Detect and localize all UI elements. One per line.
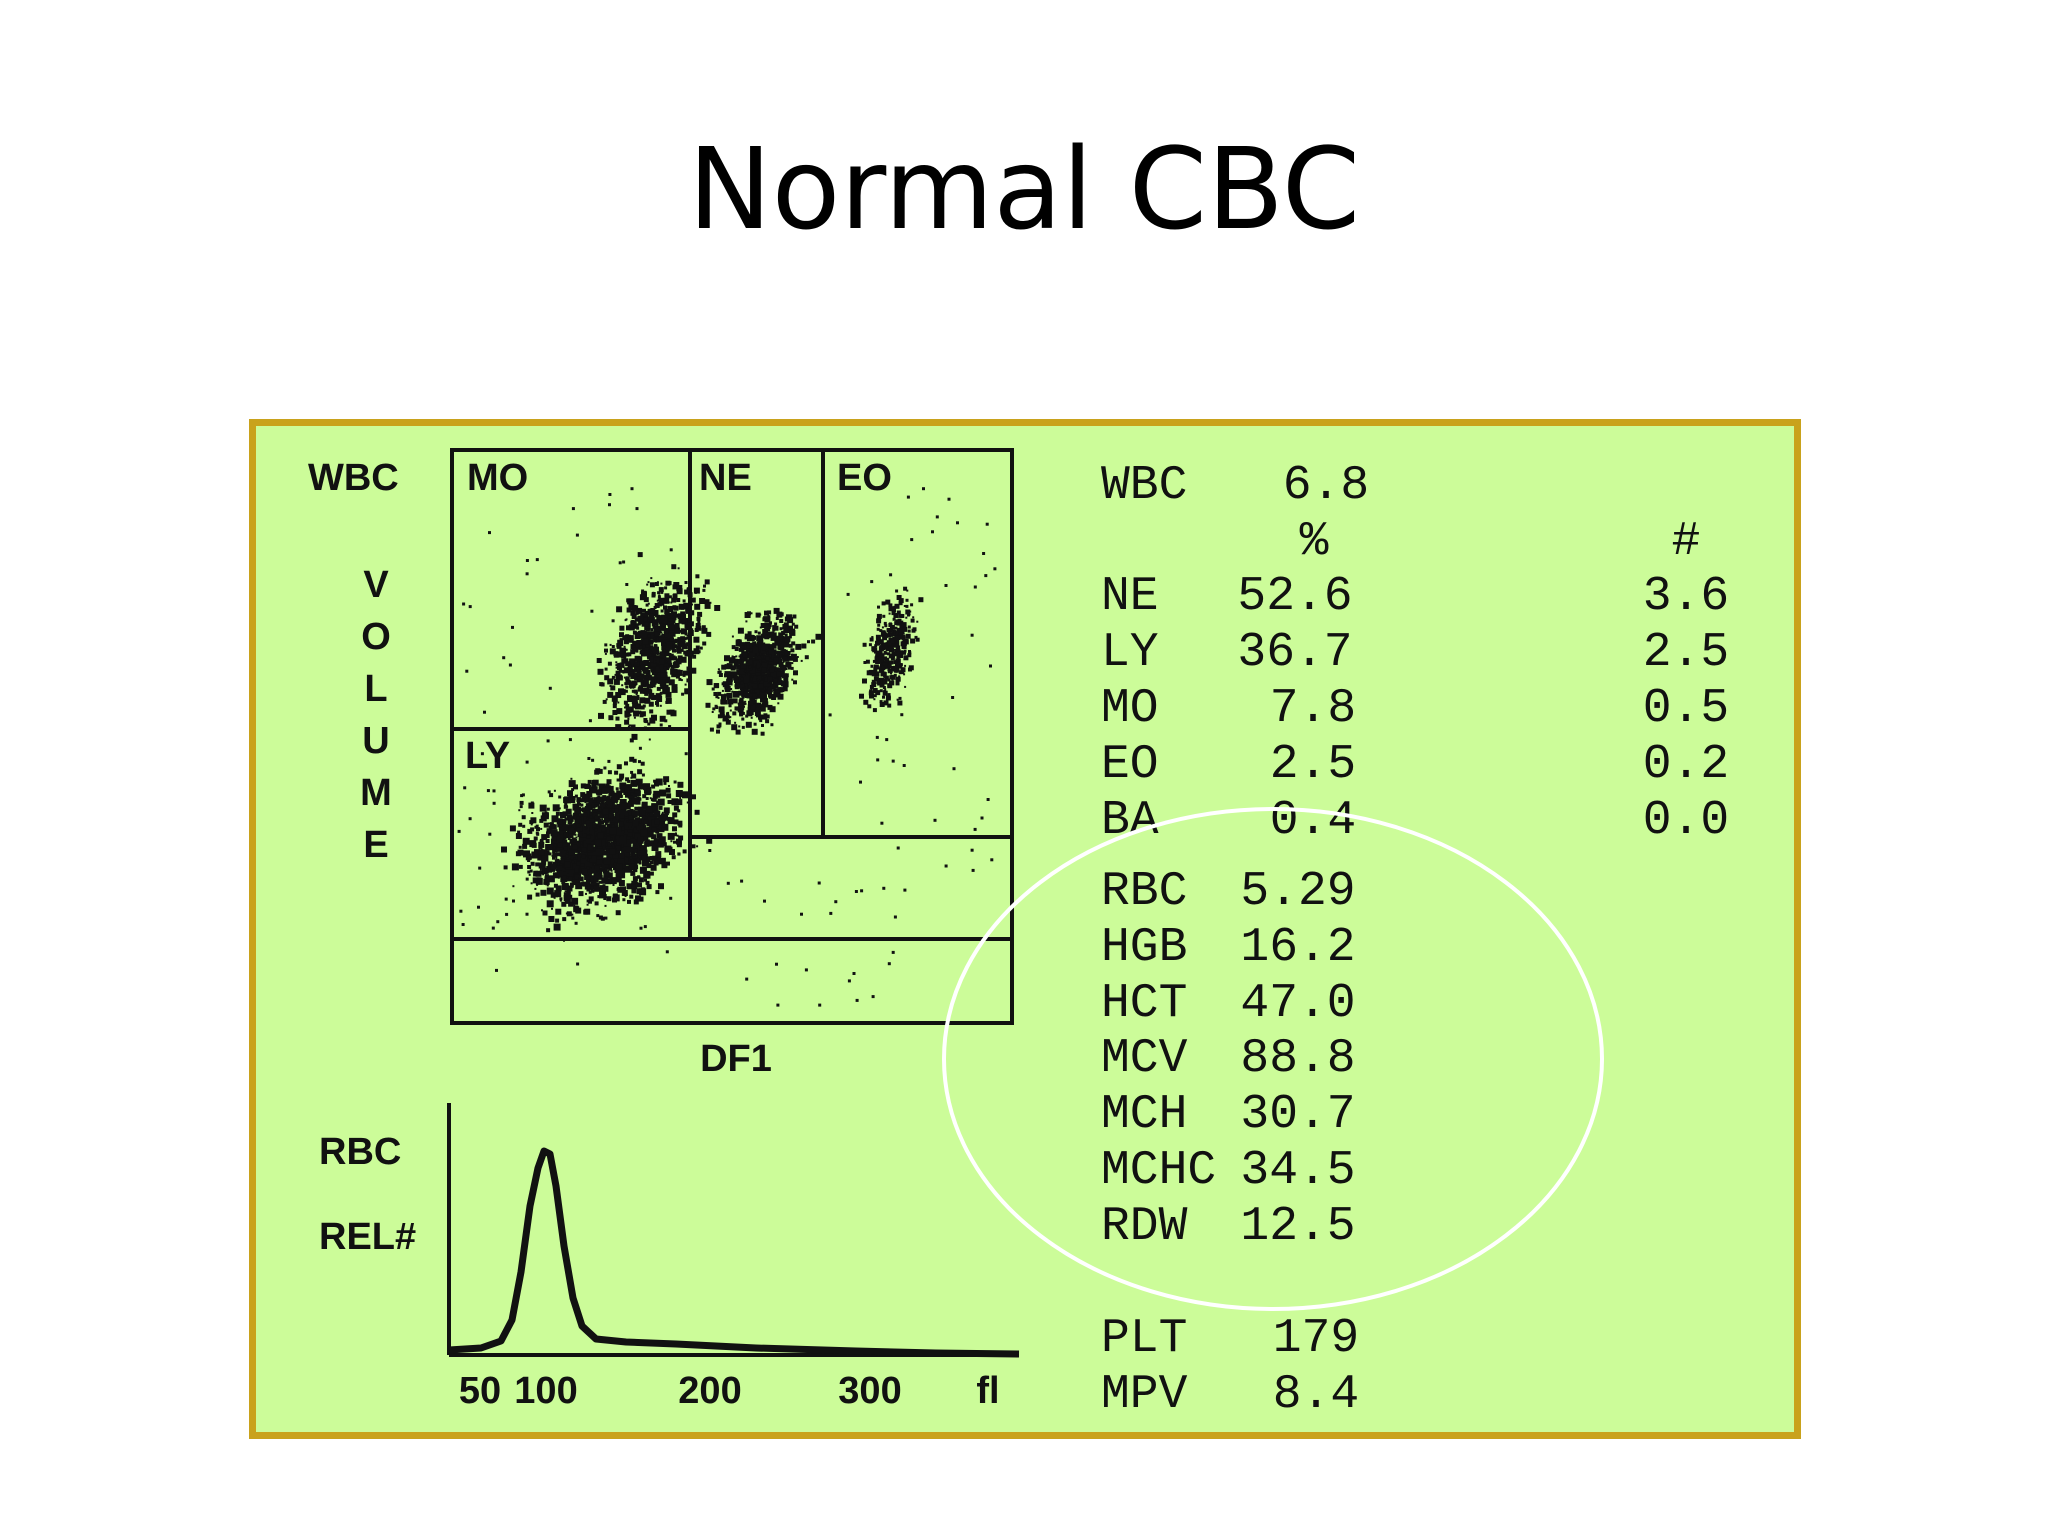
rbc-index-label: HGB bbox=[1101, 921, 1187, 975]
scatter-y-letter: M bbox=[360, 772, 392, 814]
scatter-region-eo: EO bbox=[837, 457, 892, 499]
scatter-y-letter: E bbox=[363, 824, 388, 866]
rbc-histogram-curve bbox=[448, 1147, 1020, 1358]
scatter-region-mo: MO bbox=[467, 457, 528, 499]
platelet-value: 8.4 bbox=[1273, 1368, 1359, 1422]
rbc-index-label: RDW bbox=[1101, 1200, 1188, 1254]
platelet-label: PLT bbox=[1101, 1312, 1187, 1366]
rbc-index-label: MCV bbox=[1101, 1032, 1188, 1086]
rbc-index-label: RBC bbox=[1101, 865, 1187, 919]
histogram-axes bbox=[447, 1103, 1019, 1357]
platelet-label: MPV bbox=[1101, 1368, 1188, 1422]
scatter-x-label: DF1 bbox=[700, 1038, 772, 1080]
histogram-tick-label: 300 bbox=[838, 1370, 901, 1412]
diff-label: NE bbox=[1101, 570, 1159, 624]
rbc-index-value: 5.29 bbox=[1240, 865, 1355, 919]
rbc-indices-highlight-ring bbox=[942, 807, 1604, 1311]
slide-title: Normal CBC bbox=[687, 125, 1361, 255]
histogram-tick-label: fl bbox=[976, 1370, 999, 1412]
scatter-y-letter: V bbox=[363, 564, 389, 606]
scatter-y-letter: L bbox=[364, 668, 387, 710]
rbc-index-value: 47.0 bbox=[1240, 977, 1355, 1031]
diff-pct: 2.5 bbox=[1270, 738, 1356, 792]
diff-abs: 3.6 bbox=[1643, 570, 1729, 624]
rbc-index-value: 12.5 bbox=[1240, 1200, 1355, 1254]
histogram-y-label-rel: REL# bbox=[319, 1216, 416, 1258]
diff-pct: 7.8 bbox=[1270, 682, 1356, 736]
rbc-index-label: MCHC bbox=[1101, 1144, 1216, 1198]
scatter-y-label-wbc: WBC bbox=[308, 457, 399, 499]
histogram-tick-label: 50 bbox=[459, 1370, 501, 1412]
scatter-region-ly: LY bbox=[465, 735, 510, 777]
scatter-region-ne: NE bbox=[699, 457, 752, 499]
diff-label: EO bbox=[1101, 738, 1159, 792]
cbc-report-panel: WBC V O L U M E MO NE EO LY DF1 RBC REL#… bbox=[249, 419, 1801, 1439]
diff-label: BA bbox=[1101, 794, 1159, 848]
diff-abs: 0.2 bbox=[1643, 738, 1729, 792]
scatter-dots bbox=[457, 487, 997, 1007]
diff-pct: 0.4 bbox=[1270, 794, 1356, 848]
histogram-tick-label: 200 bbox=[678, 1370, 741, 1412]
result-value: 6.8 bbox=[1283, 459, 1369, 513]
diff-label: MO bbox=[1101, 682, 1159, 736]
rbc-index-value: 30.7 bbox=[1240, 1088, 1355, 1142]
diff-pct: 52.6 bbox=[1237, 570, 1352, 624]
diff-abs: 0.5 bbox=[1643, 682, 1729, 736]
cbc-report-graphic: WBC V O L U M E MO NE EO LY DF1 RBC REL#… bbox=[308, 448, 1729, 1422]
rbc-index-label: HCT bbox=[1101, 977, 1187, 1031]
diff-pct: 36.7 bbox=[1237, 626, 1352, 680]
platelet-value: 179 bbox=[1273, 1312, 1359, 1366]
column-header-percent: % bbox=[1300, 515, 1329, 569]
rbc-index-label: MCH bbox=[1101, 1088, 1187, 1142]
rbc-index-value: 16.2 bbox=[1240, 921, 1355, 975]
column-header-count: # bbox=[1672, 515, 1701, 569]
diff-label: LY bbox=[1101, 626, 1159, 680]
scatter-y-letter: U bbox=[362, 720, 389, 762]
scatter-y-letter: O bbox=[361, 616, 391, 658]
rbc-index-value: 34.5 bbox=[1240, 1144, 1355, 1198]
result-label: WBC bbox=[1101, 459, 1187, 513]
diff-abs: 0.0 bbox=[1643, 794, 1729, 848]
scatterplot-frame bbox=[450, 448, 1014, 1025]
diff-abs: 2.5 bbox=[1643, 626, 1729, 680]
histogram-tick-label: 100 bbox=[514, 1370, 577, 1412]
histogram-y-label-rbc: RBC bbox=[319, 1131, 401, 1173]
rbc-index-value: 88.8 bbox=[1240, 1032, 1355, 1086]
